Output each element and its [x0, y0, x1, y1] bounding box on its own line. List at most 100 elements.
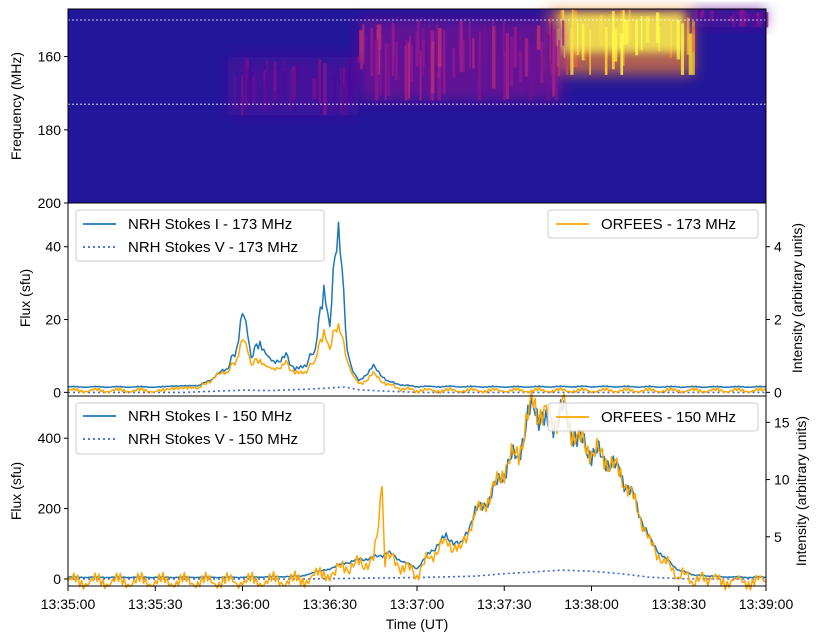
legend-label-stokes-v: NRH Stokes V - 150 MHz [128, 431, 298, 448]
series-line [67, 221, 767, 389]
burst-streak [742, 10, 747, 26]
burst-streak [409, 35, 412, 63]
y-tick-label: 200 [38, 501, 62, 517]
burst-streak [458, 34, 462, 60]
burst-streak [340, 68, 343, 115]
flux-ylabel-173: Flux (sfu) [17, 269, 33, 327]
flux-ylabel-150: Flux (sfu) [8, 462, 24, 520]
burst-streak [361, 24, 365, 65]
flux-panel-173: 0 20 40 0 2 4 Flux (sfu) Intensity (arbitrar… [17, 202, 805, 400]
burst-streak [428, 23, 430, 81]
burst-streak [240, 74, 244, 116]
burst-streak [492, 26, 496, 89]
y-tick-label: 0 [53, 571, 61, 587]
burst-streak [345, 69, 350, 106]
legend-left-173: NRH Stokes I - 173 MHz NRH Stokes V - 17… [75, 209, 325, 262]
burst-streak [421, 39, 425, 68]
burst-streak [620, 32, 624, 75]
burst-streak [442, 30, 446, 94]
burst-streak [416, 19, 420, 66]
spectrogram-y-ticks: 160 180 200 [38, 49, 68, 211]
burst-streak [437, 28, 442, 68]
burst-streak [388, 30, 392, 61]
burst-streak [283, 71, 286, 98]
burst-streak [528, 44, 532, 101]
burst-streak [688, 33, 693, 75]
legend-box [75, 402, 325, 455]
burst-streak [558, 40, 561, 77]
burst-streak [562, 20, 565, 46]
x-tick-label: 13:37:00 [390, 596, 445, 612]
y-tick-label-right: 2 [774, 312, 782, 328]
series-line [67, 322, 767, 395]
reference-lines [68, 19, 766, 105]
x-tick-label: 13:38:00 [564, 596, 619, 612]
burst-streak [747, 14, 750, 23]
y-tick-label: 200 [38, 195, 62, 211]
x-tick-label: 13:36:30 [303, 596, 358, 612]
legend-label-stokes-i: NRH Stokes I - 150 MHz [128, 408, 292, 425]
burst-streak [759, 14, 762, 22]
burst-streak [699, 12, 703, 18]
burst-streak [524, 38, 529, 77]
burst-streak [695, 9, 698, 25]
burst-streak [510, 36, 514, 87]
legend-label-stokes-v: NRH Stokes V - 173 MHz [128, 239, 298, 256]
spectrogram-ylabel: Frequency (MHz) [8, 52, 24, 160]
x-tick-label: 13:37:30 [477, 596, 532, 612]
burst-streak [736, 9, 741, 16]
burst-streak [254, 71, 257, 93]
legend-box [547, 209, 759, 239]
x-ticks: 13:35:00 13:35:30 13:36:00 13:36:30 13:37:00… [41, 586, 793, 612]
burst-streak [752, 14, 757, 28]
burst-streak [739, 10, 742, 27]
y-tick-label-right: 10 [774, 472, 790, 488]
legend-right-150: ORFEES - 150 MHz [547, 402, 759, 432]
y-ticks-right-150: 5 10 15 [766, 414, 790, 545]
burst-streak [391, 23, 395, 76]
burst-streak [322, 62, 326, 116]
burst-streak [356, 62, 361, 83]
burst-streak [547, 34, 550, 101]
burst-streak [718, 14, 722, 20]
burst-streak [710, 10, 714, 21]
burst-streak [700, 9, 705, 17]
burst-streak [477, 44, 482, 101]
legend-label-orfees: ORFEES - 150 MHz [601, 409, 736, 426]
burst-streak [314, 78, 317, 100]
series-line [68, 569, 766, 580]
burst-streak [354, 56, 358, 89]
burst-core [557, 13, 684, 53]
burst-streak [332, 74, 337, 116]
burst-streak [435, 24, 438, 67]
x-tick-label: 13:36:00 [215, 596, 270, 612]
burst-streak [555, 45, 558, 101]
x-tick-label: 13:35:00 [41, 596, 96, 612]
y-tick-label-right: 5 [774, 529, 782, 545]
burst-streak [379, 34, 382, 96]
burst-streak [349, 57, 354, 105]
legend-label-stokes-i: NRH Stokes I - 173 MHz [128, 216, 292, 233]
burst-streak [755, 15, 759, 28]
burst-streak [251, 76, 256, 105]
burst-streak [519, 51, 522, 82]
burst-streak [513, 26, 517, 68]
burst-streak [472, 38, 475, 69]
burst-streak [405, 40, 410, 101]
y-tick-label-right: 0 [774, 384, 782, 400]
burst-streak [686, 17, 690, 55]
burst-streak [452, 47, 456, 78]
burst-streak [316, 69, 319, 96]
legend-box [75, 209, 325, 262]
y-ticks-173: 0 20 40 [45, 239, 68, 400]
burst-streak [312, 78, 316, 100]
series-line [67, 390, 767, 591]
y-tick-label: 40 [45, 239, 61, 255]
y-tick-label: 160 [38, 49, 62, 65]
burst-streak [318, 59, 322, 103]
burst-streak [409, 45, 414, 82]
burst-streak [342, 66, 345, 87]
burst-streak [263, 79, 266, 113]
burst-streak [407, 43, 411, 99]
